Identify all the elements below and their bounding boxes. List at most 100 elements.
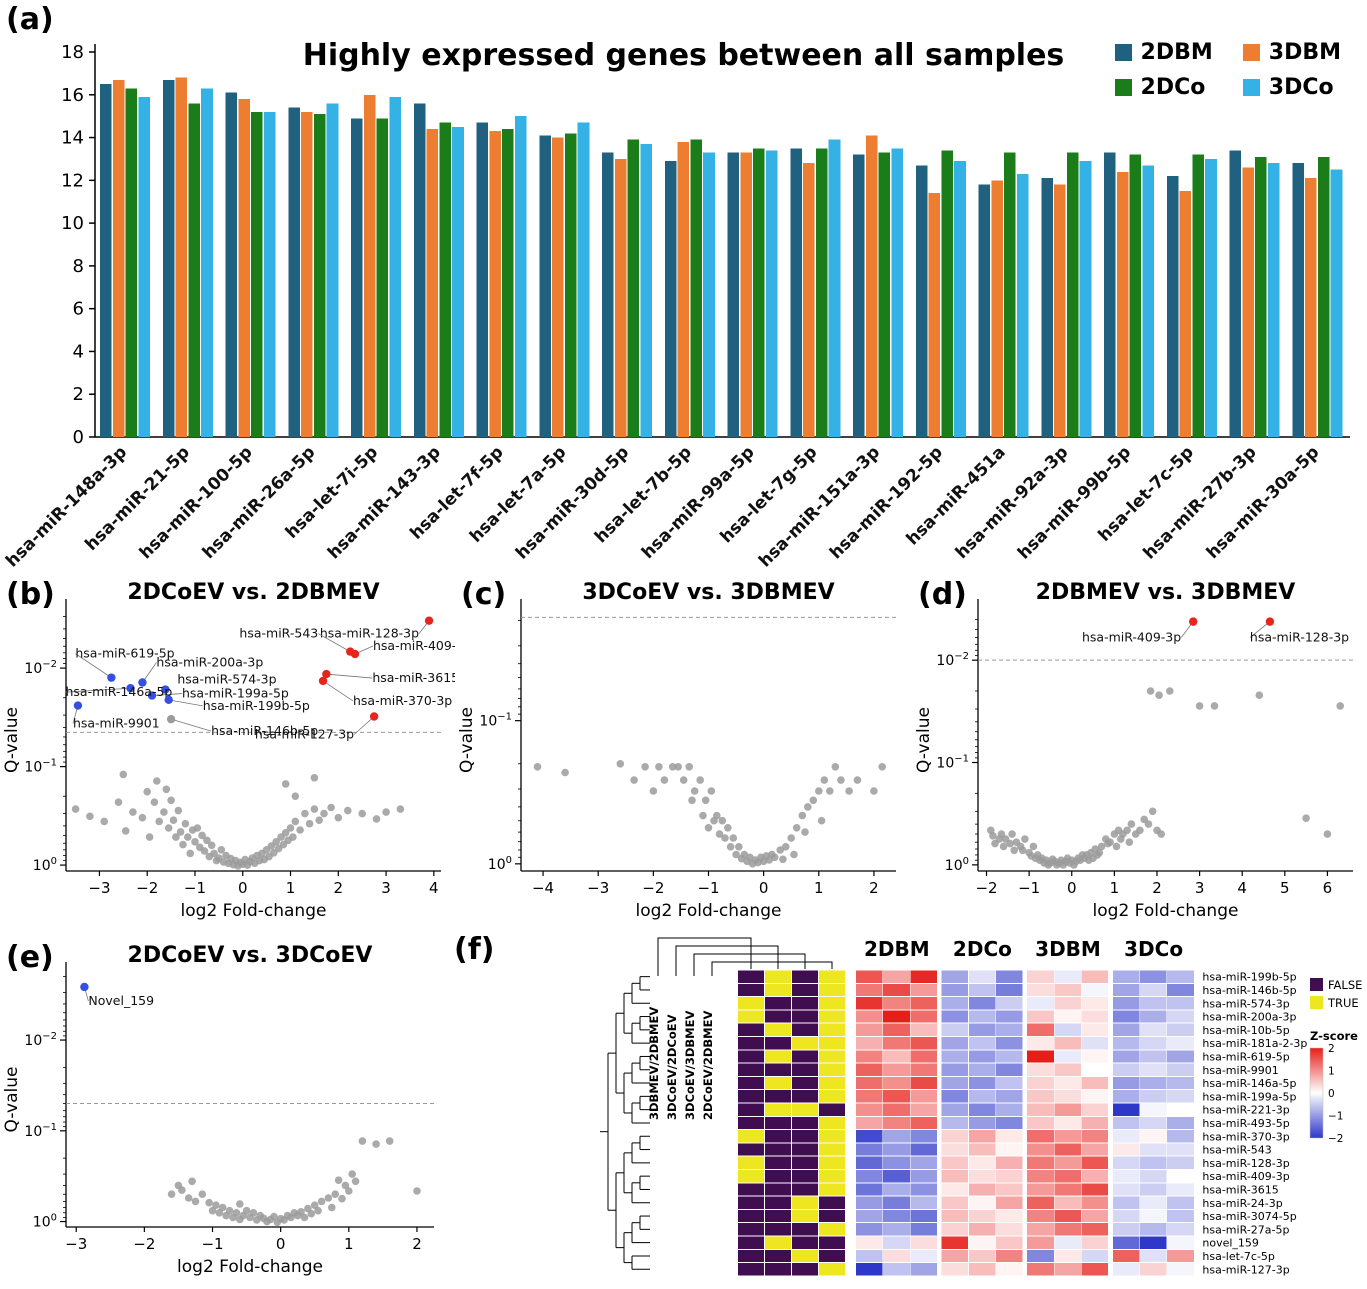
heat-cell bbox=[1081, 1196, 1109, 1209]
heat-cell bbox=[1027, 1223, 1054, 1236]
heat-cell bbox=[941, 983, 969, 997]
heat-cell bbox=[910, 1236, 937, 1249]
labeled-point bbox=[138, 678, 147, 687]
heat-cell bbox=[910, 1130, 937, 1143]
heat-cell bbox=[910, 1037, 937, 1050]
point-label: hsa-miR-146a-5p bbox=[65, 684, 172, 699]
scatter-point bbox=[685, 763, 693, 771]
annotation-cell bbox=[792, 1263, 818, 1276]
heat-cell bbox=[1112, 1209, 1140, 1223]
scatter-point bbox=[704, 824, 713, 832]
scatter-point bbox=[143, 787, 151, 796]
heat-cell bbox=[941, 1170, 969, 1183]
scatter-point bbox=[174, 806, 183, 815]
heat-cell bbox=[1054, 1103, 1081, 1116]
annotation-cell bbox=[792, 1143, 818, 1156]
x-tick-label: 0 bbox=[276, 1235, 286, 1253]
heat-cell bbox=[941, 1050, 969, 1063]
point-label: Novel_159 bbox=[88, 993, 154, 1008]
annotation-cell bbox=[792, 997, 818, 1010]
heat-cell bbox=[856, 1023, 883, 1036]
bar-2DCo bbox=[690, 139, 702, 437]
heat-cell bbox=[910, 1023, 937, 1036]
bar-3DCo bbox=[201, 88, 213, 437]
heat-cell bbox=[1140, 970, 1167, 983]
heat-cell bbox=[883, 1010, 910, 1023]
heat-cell bbox=[883, 1037, 910, 1050]
legend-swatch-2dco bbox=[1114, 79, 1132, 96]
heat-cell bbox=[1167, 1116, 1194, 1130]
labeled-point bbox=[318, 676, 328, 686]
scatter-point bbox=[121, 827, 130, 835]
heat-cell bbox=[1112, 970, 1140, 983]
heat-cell bbox=[1027, 1010, 1054, 1023]
scatter-point bbox=[561, 768, 569, 777]
scatter-point bbox=[286, 824, 295, 832]
scatter-point bbox=[878, 763, 886, 771]
x-tick-label: −2 bbox=[642, 879, 664, 897]
annotation-cell bbox=[765, 997, 791, 1010]
scatter-point bbox=[176, 828, 185, 836]
scatter-point bbox=[272, 838, 281, 846]
heat-cell bbox=[883, 1249, 910, 1263]
heat-cell bbox=[1140, 1076, 1167, 1090]
label-leader-line bbox=[151, 693, 183, 696]
heat-cell bbox=[856, 1183, 883, 1196]
scatter-point bbox=[1146, 687, 1155, 695]
bar-2DCo bbox=[188, 103, 200, 437]
scatter-point bbox=[770, 853, 779, 862]
category-label: hsa-miR-151a-3p bbox=[755, 442, 884, 571]
bar-2DCo bbox=[251, 111, 263, 437]
annotation-col-label: 3DCoEV/3DBMEV bbox=[683, 1011, 697, 1120]
scatter-point bbox=[205, 1198, 213, 1207]
heat-cell bbox=[1140, 1196, 1167, 1209]
scatter-point bbox=[1155, 691, 1163, 699]
bar-2DBM bbox=[288, 107, 300, 437]
scatter-point bbox=[191, 838, 199, 846]
heat-cell bbox=[996, 1090, 1023, 1103]
annotation-cell bbox=[765, 1196, 791, 1209]
bar-3DCo bbox=[514, 116, 527, 438]
heat-cell bbox=[1112, 1263, 1140, 1276]
heatmap-row-label: hsa-miR-574-3p bbox=[1202, 997, 1289, 1010]
heat-cell bbox=[968, 1170, 996, 1183]
scatter-point bbox=[184, 833, 192, 841]
heat-cell bbox=[996, 1116, 1023, 1130]
heat-cell bbox=[1140, 1130, 1167, 1143]
heatmap-row-label: hsa-miR-619-5p bbox=[1202, 1050, 1289, 1063]
point-label: hsa-miR-128-3p bbox=[1250, 630, 1349, 645]
x-tick-label: 0 bbox=[759, 879, 769, 897]
heat-cell bbox=[1054, 1130, 1081, 1143]
scatter-point bbox=[649, 787, 658, 795]
bar-2DBM bbox=[1166, 176, 1179, 438]
label-leader-line bbox=[322, 680, 354, 702]
y-tick-label: 100 bbox=[33, 856, 57, 874]
scatter-point bbox=[1255, 691, 1264, 699]
annotation-cell bbox=[792, 1223, 818, 1236]
heatmap-row-label: hsa-miR-493-5p bbox=[1202, 1117, 1289, 1130]
annotation-cell bbox=[738, 1223, 764, 1236]
annotation-cell bbox=[765, 970, 791, 983]
scatter-point bbox=[217, 846, 226, 854]
scatter-point bbox=[1144, 820, 1153, 828]
heat-cell bbox=[1112, 1090, 1140, 1103]
bar-3DCo bbox=[326, 103, 339, 437]
zscore-legend-title: Z-score bbox=[1310, 1029, 1358, 1043]
scatter-point bbox=[249, 1209, 258, 1217]
heat-cell bbox=[1054, 1223, 1081, 1236]
heat-cell bbox=[1081, 1130, 1109, 1143]
x-tick-label: 3 bbox=[1195, 879, 1205, 897]
bar-3DCo bbox=[954, 161, 966, 438]
annotation-cell bbox=[765, 1116, 791, 1130]
scatter-point bbox=[1127, 820, 1136, 828]
heat-cell bbox=[1054, 970, 1081, 983]
x-tick-label: 1 bbox=[1110, 879, 1120, 897]
bar-3DBM bbox=[614, 158, 627, 437]
annotation-cell bbox=[792, 1249, 818, 1263]
bar-3DBM bbox=[426, 129, 439, 437]
heat-cell bbox=[996, 1223, 1023, 1236]
category-label: hsa-miR-99b-5p bbox=[1014, 442, 1135, 563]
bar-3DCo bbox=[891, 148, 904, 437]
heat-cell bbox=[1054, 1010, 1081, 1023]
heatmap-row-label: hsa-miR-221-3p bbox=[1202, 1104, 1289, 1117]
